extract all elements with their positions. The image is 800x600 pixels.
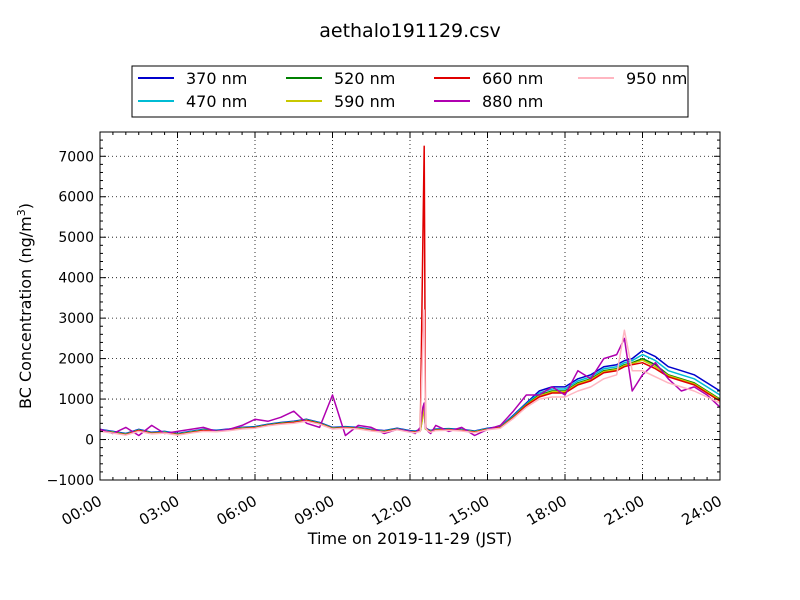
x-tick-label: 00:00	[59, 492, 105, 529]
y-tick-label: 6000	[58, 190, 94, 206]
series-layer	[99, 145, 721, 437]
legend-label: 880 nm	[482, 92, 543, 111]
x-tick-label: 15:00	[446, 492, 492, 529]
legend-label: 660 nm	[482, 69, 543, 88]
x-tick-label: 18:00	[524, 492, 570, 529]
y-tick-label: 7000	[58, 149, 94, 165]
y-tick-label: 1000	[58, 392, 94, 408]
x-tick-label: 09:00	[291, 492, 337, 529]
x-tick-label: 12:00	[369, 492, 415, 529]
x-tick-label: 06:00	[214, 492, 260, 529]
legend-label: 590 nm	[334, 92, 395, 111]
axis-ticks	[99, 132, 721, 481]
legend-label: 470 nm	[186, 92, 247, 111]
chart-title: aethalo191129.csv	[319, 20, 501, 42]
y-tick-label: −1000	[47, 473, 94, 489]
series-line-590-nm	[99, 359, 721, 436]
legend-label: 950 nm	[626, 69, 687, 88]
y-axis-label-superscript: 3	[15, 209, 28, 216]
x-tick-label: 21:00	[601, 492, 647, 529]
series-line-950-nm	[99, 309, 721, 436]
plot-area: −1000 0 1000 2000 3000 4000 5000 6000 7000 00:00…	[47, 131, 725, 529]
series-line-660-nm	[99, 145, 721, 436]
x-axis-label: Time on 2019-11-29 (JST)	[307, 529, 512, 548]
y-tick-label: 3000	[58, 311, 94, 327]
x-tick-label: 24:00	[679, 492, 725, 529]
y-tick-label: 2000	[58, 352, 94, 368]
y-tick-label: 5000	[58, 230, 94, 246]
y-tick-label: 0	[85, 433, 94, 449]
y-tick-label: 4000	[58, 271, 94, 287]
y-axis-label: BC Concentration (ng/m3)	[15, 203, 35, 409]
x-tick-labels: 00:00 03:00 06:00 09:00 12:00 15:00 18:00 21:00…	[59, 492, 725, 529]
legend: 370 nm 470 nm 520 nm 590 nm 660 nm 880 nm 950 …	[131, 65, 689, 118]
legend-frame	[131, 65, 689, 118]
x-tick-label: 03:00	[136, 492, 182, 529]
legend-label: 370 nm	[186, 69, 247, 88]
y-tick-labels: −1000 0 1000 2000 3000 4000 5000 6000 7000	[47, 149, 94, 489]
legend-label: 520 nm	[334, 69, 395, 88]
y-axis-label-main: BC Concentration (ng/m	[16, 216, 35, 409]
y-axis-label-close: )	[16, 203, 35, 209]
grid	[99, 132, 721, 481]
